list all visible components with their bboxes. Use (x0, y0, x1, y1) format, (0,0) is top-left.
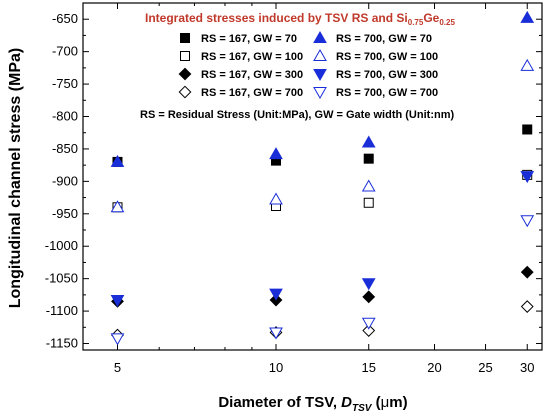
chart-title-sub1: 0.75 (408, 18, 424, 27)
x-tick-label: 10 (269, 360, 283, 375)
x-tick-label: 30 (520, 360, 534, 375)
chart-note: RS = Residual Stress (Unit:MPa), GW = Ga… (140, 109, 454, 121)
chart-title-sub2: 0.25 (439, 18, 455, 27)
y-tick-label: -1050 (45, 271, 78, 286)
chart-title-mid: Ge (423, 11, 439, 25)
data-point (520, 215, 535, 228)
legend-marker (313, 69, 327, 82)
x-axis-title-sub: TSV (352, 403, 373, 414)
y-tick-label: -1000 (45, 238, 78, 253)
chart-title-main: Integrated stresses induced by TSV RS an… (145, 11, 408, 25)
data-points (110, 10, 535, 346)
data-point (361, 278, 376, 291)
x-axis: 5 10 15 20 25 30 (114, 3, 534, 375)
data-point (269, 327, 283, 340)
legend-label: RS = 167, GW = 70 (201, 33, 297, 45)
data-point (269, 288, 283, 301)
legend-marker (180, 33, 190, 43)
legend-marker (313, 48, 327, 61)
x-axis-title-mu: μ (381, 394, 390, 411)
legend-label: RS = 700, GW = 100 (336, 51, 438, 63)
y-tick-label: -800 (52, 109, 78, 124)
x-axis-title-var: D (341, 394, 352, 411)
legend-marker (180, 51, 190, 61)
data-point (520, 265, 534, 279)
legend-label: RS = 700, GW = 300 (336, 69, 438, 81)
x-axis-title-unit-rest: m) (389, 394, 407, 411)
x-tick-label: 15 (361, 360, 375, 375)
data-point (361, 317, 376, 330)
data-point (110, 295, 125, 308)
legend-marker (313, 87, 327, 100)
data-point (110, 333, 125, 346)
y-tick-label: -650 (52, 11, 78, 26)
data-point (520, 300, 534, 313)
legend-marker (178, 67, 192, 81)
y-tick-label: -850 (52, 141, 78, 156)
y-tick-label: -1100 (46, 303, 78, 318)
x-axis-title: Diameter of TSV, DTSV (μm) (218, 394, 407, 414)
data-point (362, 324, 376, 337)
data-point (110, 200, 125, 213)
chart-title: Integrated stresses induced by TSV RS an… (145, 11, 455, 27)
y-tick-label: -700 (52, 44, 78, 59)
data-point (269, 192, 283, 205)
legend-label: RS = 700, GW = 70 (336, 33, 432, 45)
data-point (362, 290, 376, 304)
legend: RS = 167, GW = 70 RS = 167, GW = 100 RS = … (178, 30, 438, 100)
x-tick-label: 5 (114, 360, 121, 375)
legend-label: RS = 167, GW = 700 (201, 87, 303, 99)
data-point (520, 58, 535, 71)
x-axis-title-unit-open: ( (371, 394, 380, 411)
data-point (361, 179, 376, 192)
x-tick-label: 20 (427, 360, 441, 375)
x-tick-label: 25 (478, 360, 492, 375)
data-point (363, 153, 374, 164)
legend-marker (313, 30, 327, 43)
data-point (522, 124, 533, 135)
data-point (363, 197, 374, 208)
y-tick-label: -900 (52, 173, 78, 188)
data-point (361, 135, 376, 148)
plot-frame (82, 2, 543, 351)
y-axis-title: Longitudinal channel stress (MPa) (7, 48, 24, 308)
legend-label: RS = 167, GW = 100 (201, 51, 303, 63)
data-point (269, 147, 283, 160)
x-axis-title-main: Diameter of TSV, (218, 394, 341, 411)
data-point (110, 154, 125, 167)
data-point (520, 171, 535, 184)
legend-label: RS = 700, GW = 700 (336, 87, 438, 99)
y-axis: -650 -700 -750 -800 -850 -900 -950 -1000 -1050 -1… (45, 11, 542, 351)
y-tick-label: -1150 (46, 336, 78, 351)
legend-marker (178, 85, 192, 99)
y-tick-label: -950 (52, 206, 78, 221)
legend-label: RS = 167, GW = 300 (201, 69, 303, 81)
y-tick-label: -750 (52, 76, 78, 91)
data-point (520, 10, 535, 23)
